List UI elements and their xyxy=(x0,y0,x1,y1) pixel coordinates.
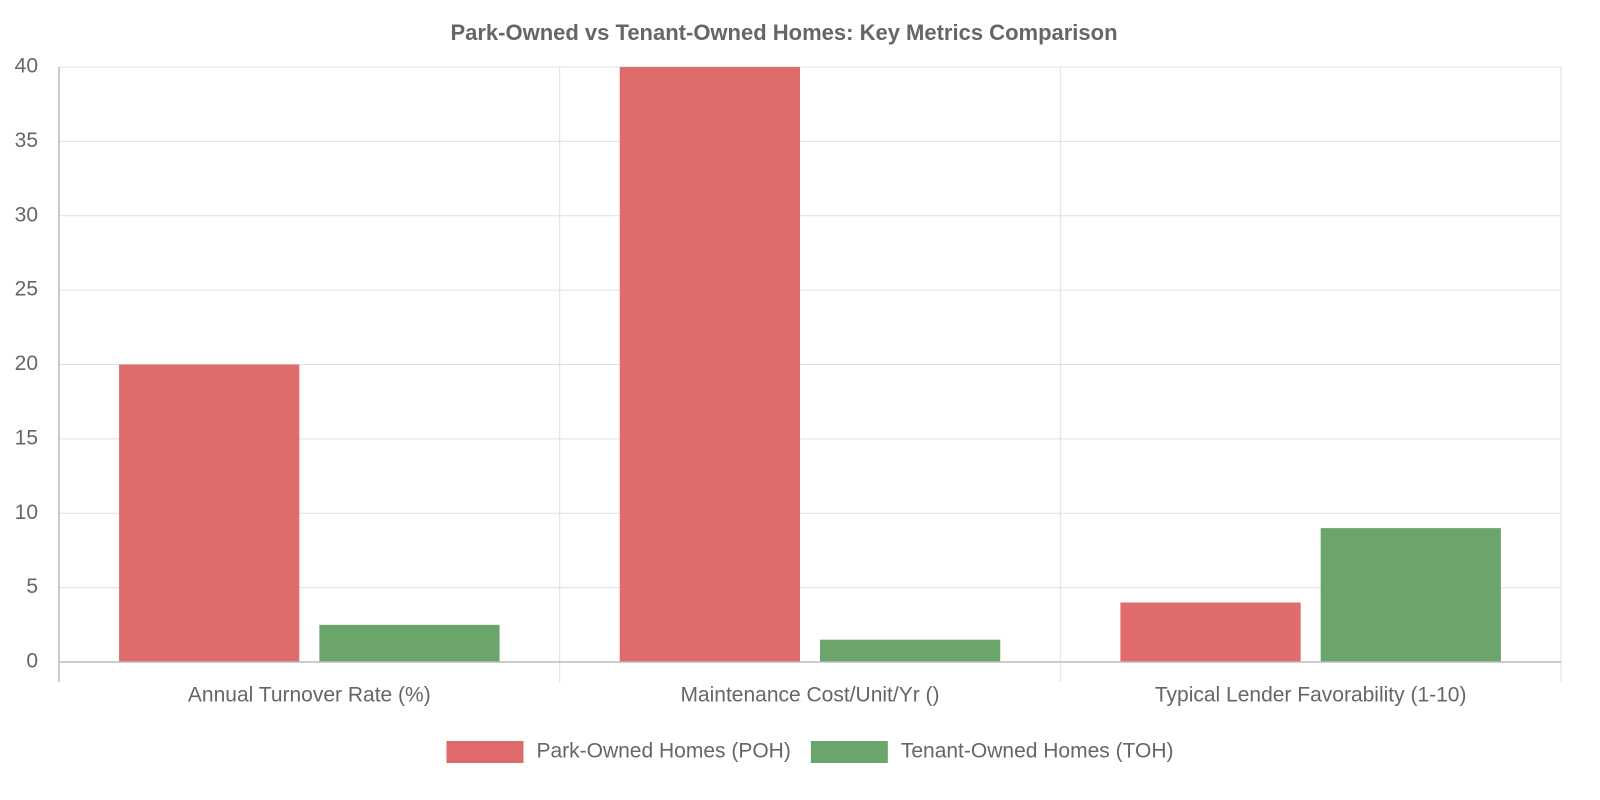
legend-label: Tenant-Owned Homes (TOH) xyxy=(901,740,1174,763)
y-tick-label: 20 xyxy=(15,352,38,375)
bar xyxy=(1320,528,1501,662)
bar xyxy=(119,364,300,662)
y-tick-label: 40 xyxy=(15,55,38,78)
y-tick-label: 0 xyxy=(26,650,38,673)
bar xyxy=(1120,602,1301,662)
y-tick-label: 15 xyxy=(15,426,38,449)
legend-swatch xyxy=(810,741,888,763)
x-tick-label: Typical Lender Favorability (1-10) xyxy=(1155,684,1467,707)
y-tick-label: 30 xyxy=(15,203,38,226)
x-tick-label: Maintenance Cost/Unit/Yr () xyxy=(680,684,939,707)
bar xyxy=(319,624,500,662)
bar xyxy=(820,639,1001,662)
bar xyxy=(619,67,800,662)
y-tick-label: 5 xyxy=(26,575,38,598)
chart-title: Park-Owned vs Tenant-Owned Homes: Key Me… xyxy=(450,20,1117,45)
legend-label: Park-Owned Homes (POH) xyxy=(536,740,790,763)
y-tick-label: 35 xyxy=(15,129,38,152)
x-tick-label: Annual Turnover Rate (%) xyxy=(188,684,431,707)
legend-swatch xyxy=(446,741,524,763)
y-tick-label: 10 xyxy=(15,501,38,524)
y-tick-label: 25 xyxy=(15,278,38,301)
